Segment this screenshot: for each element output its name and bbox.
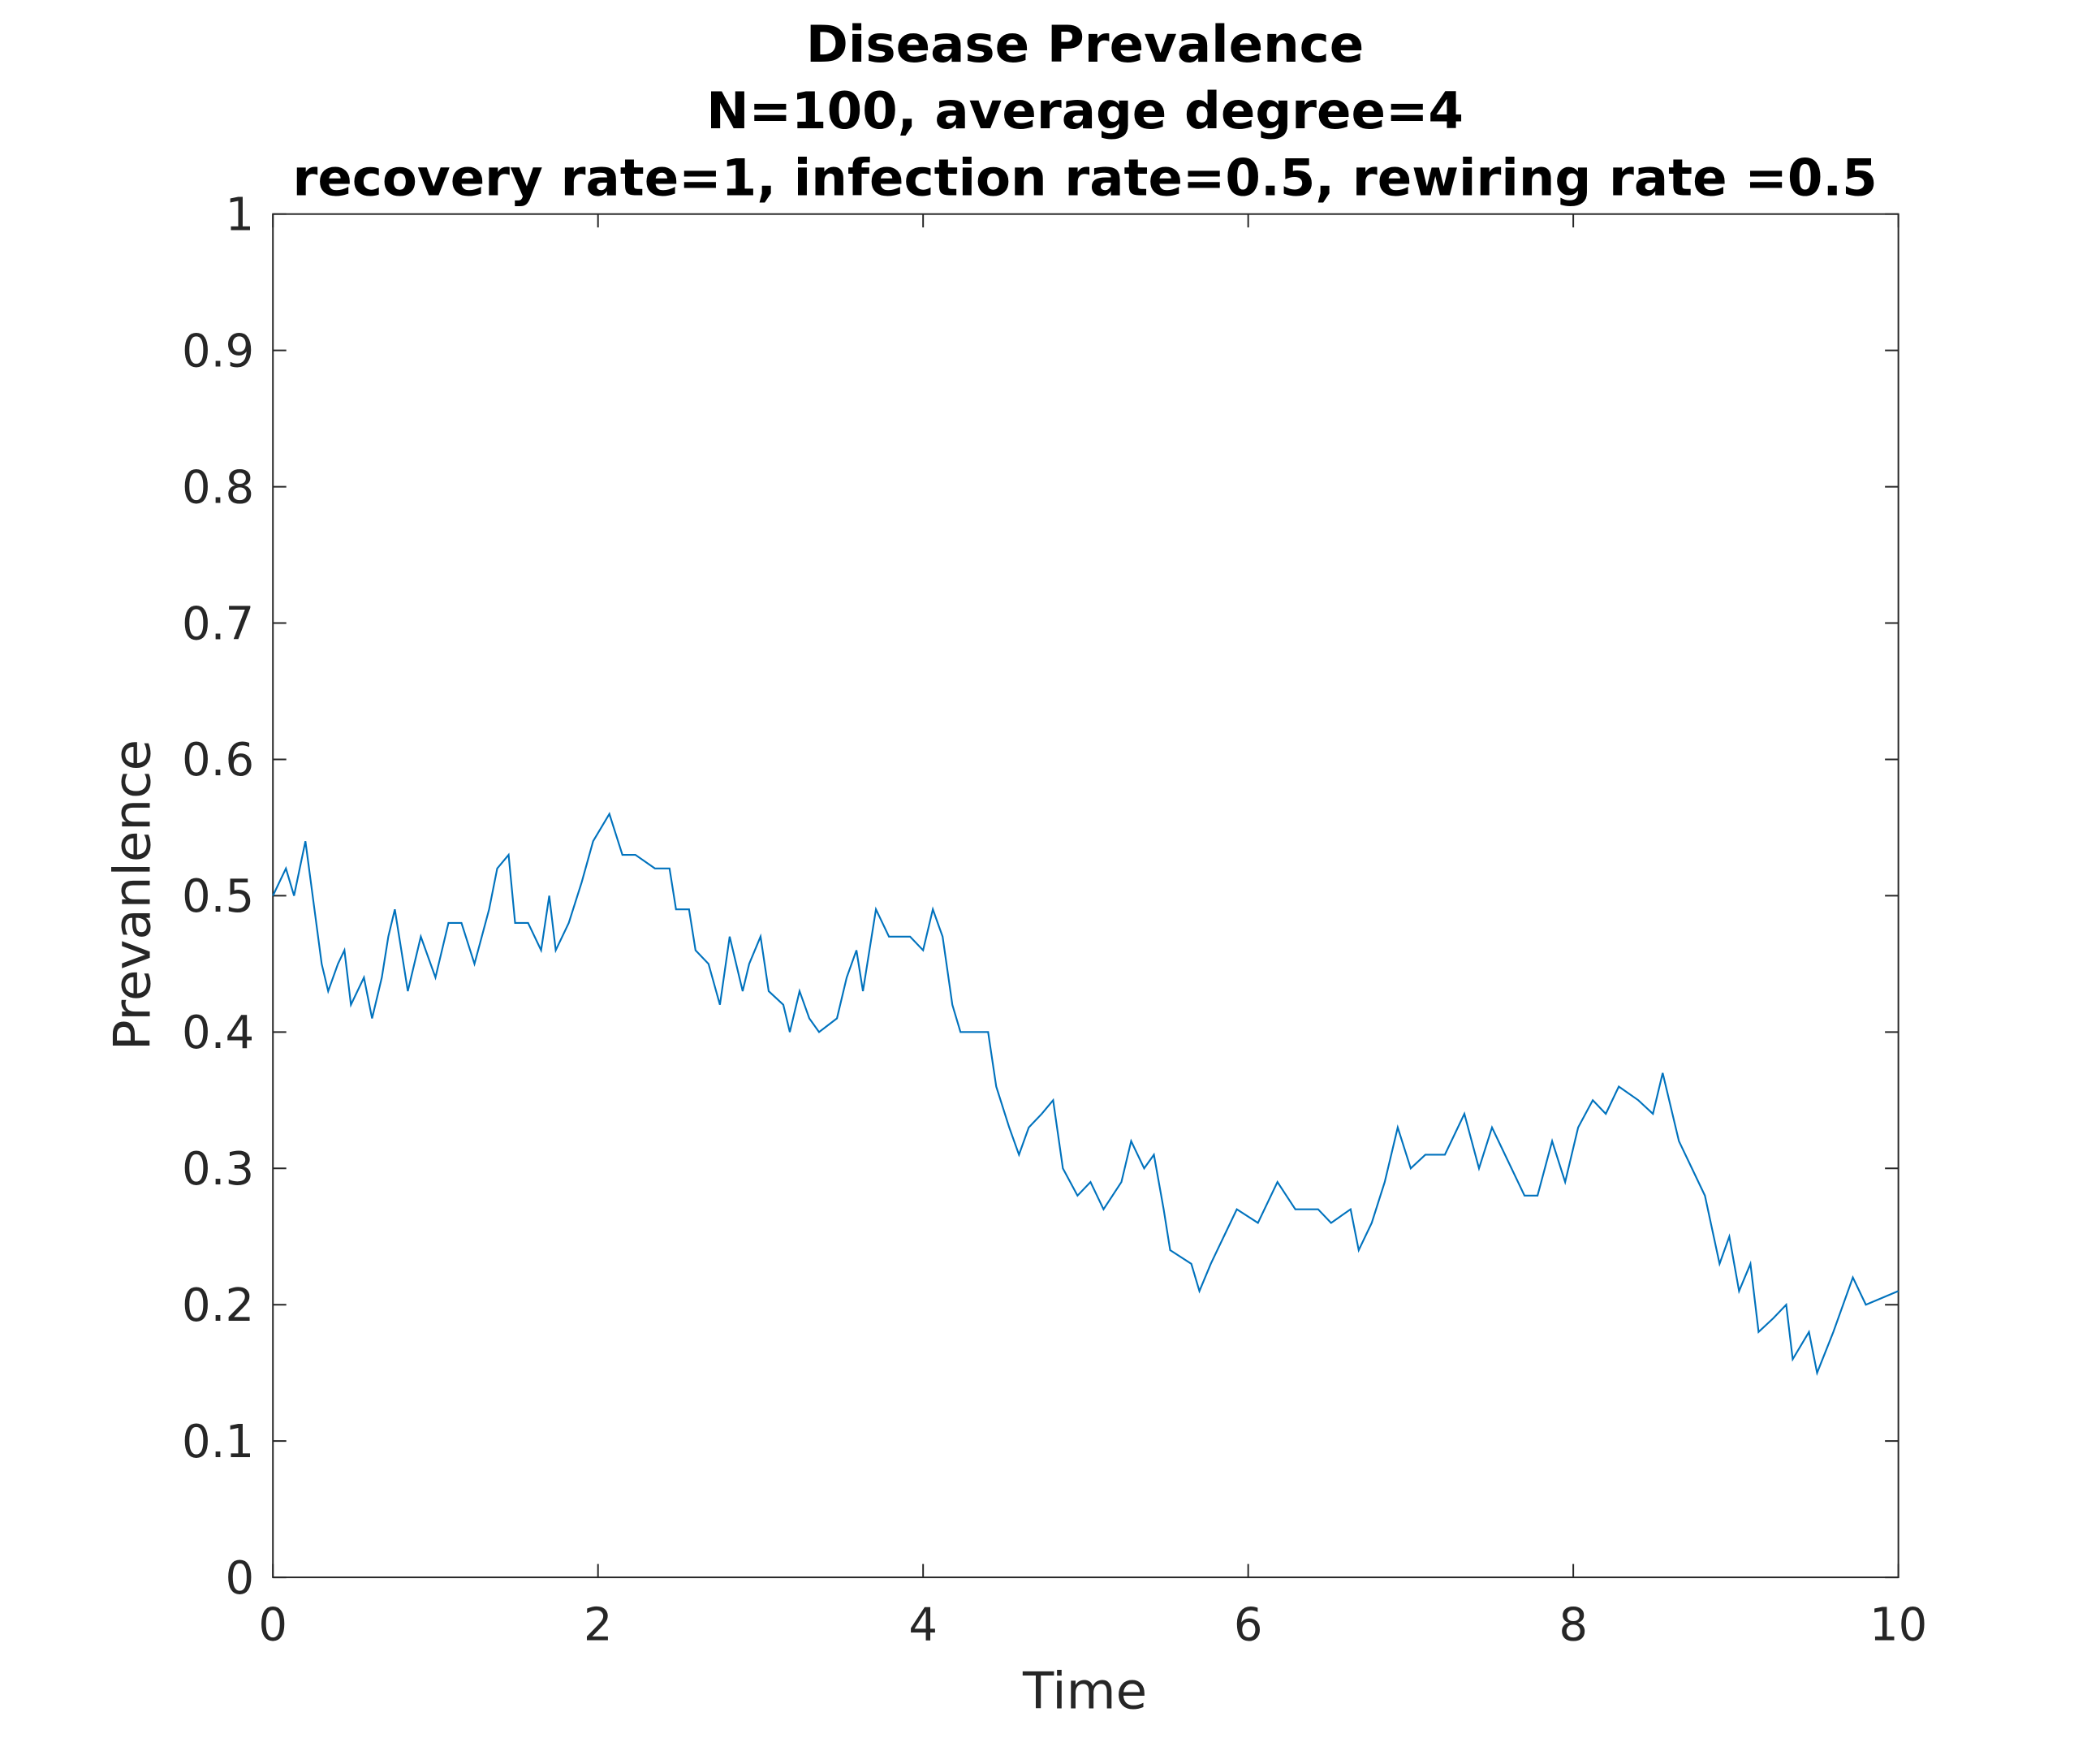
y-tick-label: 0.9	[182, 325, 254, 377]
y-tick-label: 0.3	[182, 1143, 254, 1196]
y-tick-label: 0.1	[182, 1416, 254, 1469]
y-tick-label: 0.2	[182, 1279, 254, 1332]
y-tick-label: 0.7	[182, 597, 254, 650]
y-tick-label: 0.6	[182, 734, 254, 787]
y-tick-label: 0.4	[182, 1007, 254, 1059]
y-tick-label: 0.5	[182, 870, 254, 923]
x-tick-label: 8	[1559, 1599, 1588, 1652]
y-tick-label: 1	[225, 188, 254, 241]
x-axis-label: Time	[1022, 1662, 1147, 1721]
y-tick-label: 0.8	[182, 461, 254, 514]
x-tick-label: 10	[1869, 1599, 1927, 1652]
y-axis-label: Prevanlence	[103, 740, 162, 1050]
x-tick-label: 0	[258, 1599, 287, 1652]
plot-area	[272, 213, 1899, 1579]
y-tick-label: 0	[225, 1552, 254, 1605]
chart-subtitle: N=100, average degree=4	[706, 81, 1464, 140]
chart-title: Disease Prevalence	[806, 15, 1364, 74]
data-line	[272, 812, 1899, 1376]
x-tick-label: 6	[1234, 1599, 1263, 1652]
x-tick-label: 4	[908, 1599, 938, 1652]
x-tick-label: 2	[584, 1599, 613, 1652]
chart-subtitle: recovery rate=1, infection rate=0.5, rew…	[292, 149, 1877, 208]
